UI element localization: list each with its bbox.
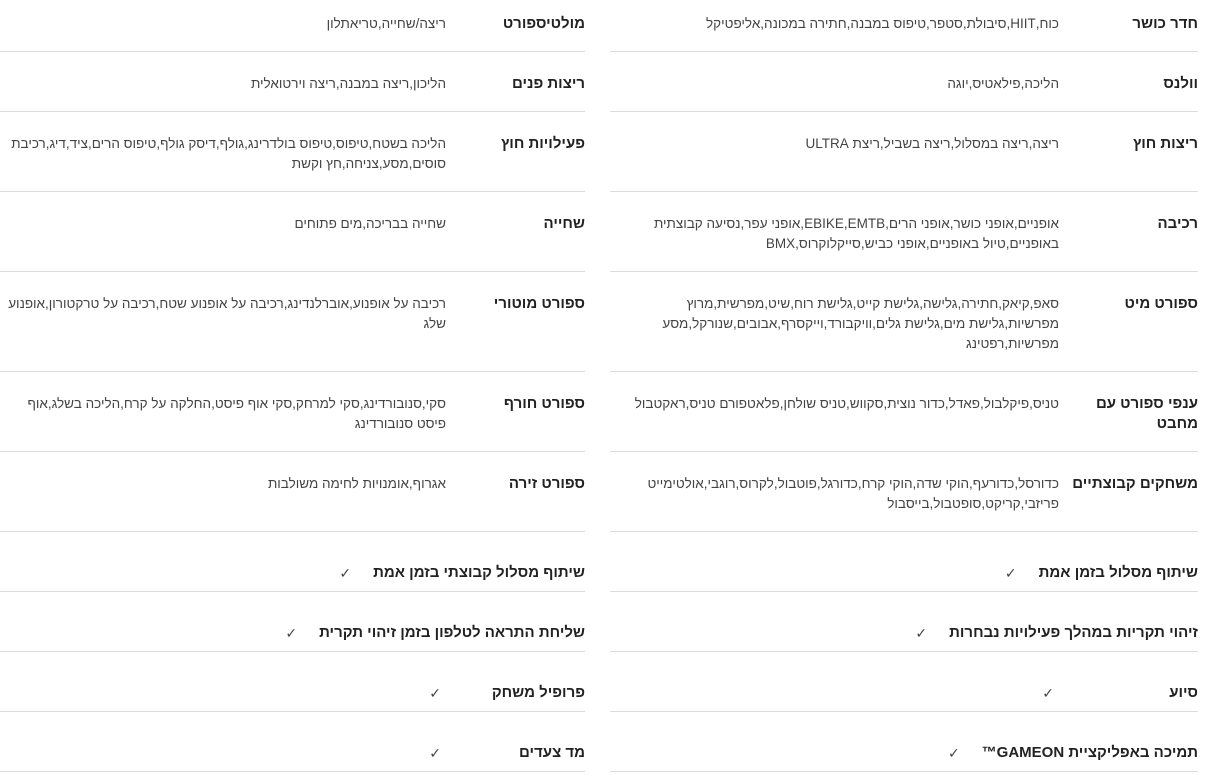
column-gap	[585, 112, 610, 192]
spec-value: ריצה,ריצה במסלול,ריצה בשביל,ריצת ULTRA	[805, 136, 1059, 151]
spec-label: משחקים קבוצתיים	[1072, 475, 1198, 492]
spec-label: ענפי ספורט עם מחבט	[1095, 395, 1198, 432]
spec-row-left: שליחת התראה לטלפון בזמן זיהוי תקרית ✓	[0, 592, 585, 652]
column-gap	[585, 452, 610, 532]
spec-label: פרופיל משחק	[491, 683, 585, 701]
spec-row-left: פרופיל משחק ✓	[0, 652, 585, 712]
spec-label: סיוע	[1169, 683, 1198, 701]
spec-label: רכיבה	[1157, 215, 1198, 232]
spec-value: סאפ,קיאק,חתירה,גלישה,גלישת קייט,גלישת רו…	[662, 296, 1059, 351]
column-gap	[585, 52, 610, 112]
spec-value: ריצה/שחייה,טריאתלון	[326, 16, 446, 31]
spec-value: רכיבה על אופנוע,אוברלנדינג,רכיבה על אופנ…	[8, 296, 446, 331]
spec-label: וולנס	[1163, 75, 1198, 92]
checkmark-icon: ✓	[915, 624, 928, 641]
checkmark-icon: ✓	[429, 744, 441, 761]
spec-row-right: חדר כושר כוח,HIIT,סיבולת,סטפר,טיפוס במבנה…	[610, 0, 1198, 52]
spec-value: כדורסל,כדורעף,הוקי שדה,הוקי קרח,כדורגל,פ…	[647, 476, 1059, 511]
spec-label: שיתוף מסלול בזמן אמת	[1038, 563, 1198, 581]
spec-row-right: משחקים קבוצתיים כדורסל,כדורעף,הוקי שדה,הו…	[610, 452, 1198, 532]
spec-row-right: שיתוף מסלול בזמן אמת ✓	[610, 532, 1198, 592]
spec-row-right: ספורט מיט סאפ,קיאק,חתירה,גלישה,גלישת קייט…	[610, 272, 1198, 372]
spec-value: הליכה,פילאטיס,יוגה	[947, 76, 1059, 91]
spec-label: שחייה	[543, 215, 585, 232]
spec-row-right: תמיכה באפליקציית GAMEON™ ✓	[610, 712, 1198, 772]
spec-value: אופניים,אופני כושר,אופני הרים,EBIKE,EMTB…	[653, 216, 1059, 251]
spacer	[1198, 452, 1221, 532]
spec-label: מולטיספורט	[502, 15, 585, 32]
spec-row-right: סיוע ✓	[610, 652, 1198, 712]
spec-row-left: מד צעדים ✓	[0, 712, 585, 772]
spec-label: ספורט מוטורי	[493, 295, 585, 312]
spec-row-right: ענפי ספורט עם מחבט טניס,פיקלבול,פאדל,כדור…	[610, 372, 1198, 452]
checkmark-icon: ✓	[947, 744, 960, 761]
column-gap	[585, 592, 610, 652]
spec-value: הליכון,ריצה במבנה,ריצה וירטואלית	[250, 76, 446, 91]
spec-value: אגרוף,אומנויות לחימה משולבות	[267, 476, 446, 491]
spacer	[1198, 192, 1221, 272]
spacer	[1198, 372, 1221, 452]
spec-row-left: ריצות פנים הליכון,ריצה במבנה,ריצה וירטואל…	[0, 52, 585, 112]
spacer	[1198, 652, 1221, 712]
spacer	[1198, 0, 1221, 52]
spec-label: ריצות פנים	[511, 75, 585, 92]
spec-label: ספורט מיט	[1124, 295, 1199, 312]
column-gap	[585, 712, 610, 772]
spec-value: טניס,פיקלבול,פאדל,כדור נוצית,סקווש,טניס …	[634, 396, 1059, 411]
spacer	[1198, 272, 1221, 372]
checkmark-icon: ✓	[1004, 564, 1017, 581]
spec-row-right: ריצות חוץ ריצה,ריצה במסלול,ריצה בשביל,ריצ…	[610, 112, 1198, 192]
checkmark-icon: ✓	[429, 684, 441, 701]
spec-value: הליכה בשטח,טיפוס,טיפוס בולדרינג,גולף,דיס…	[11, 136, 446, 171]
spec-label: זיהוי תקריות במהלך פעילויות נבחרות	[949, 623, 1198, 641]
spec-row-left: ספורט חורף סקי,סנובורדינג,סקי למרחק,סקי א…	[0, 372, 585, 452]
spec-row-left: פעילויות חוץ הליכה בשטח,טיפוס,טיפוס בולדר…	[0, 112, 585, 192]
column-gap	[585, 192, 610, 272]
checkmark-icon: ✓	[339, 564, 352, 581]
spec-value: סקי,סנובורדינג,סקי למרחק,סקי אוף פיסט,הח…	[27, 396, 446, 431]
spacer	[1198, 112, 1221, 192]
spacer	[1198, 532, 1221, 592]
spec-label: חדר כושר	[1132, 15, 1198, 32]
spec-value: שחייה בבריכה,מים פתוחים	[294, 216, 446, 231]
spec-label: שליחת התראה לטלפון בזמן זיהוי תקרית	[319, 623, 585, 641]
spec-row-right: זיהוי תקריות במהלך פעילויות נבחרות ✓	[610, 592, 1198, 652]
spec-label: מד צעדים	[519, 743, 585, 761]
checkmark-icon: ✓	[285, 624, 298, 641]
spec-value: כוח,HIIT,סיבולת,סטפר,טיפוס במבנה,חתירה ב…	[706, 16, 1059, 31]
column-gap	[585, 652, 610, 712]
spec-row-left: ספורט זירה אגרוף,אומנויות לחימה משולבות	[0, 452, 585, 532]
spacer	[1198, 592, 1221, 652]
column-gap	[585, 532, 610, 592]
spec-row-left: מולטיספורט ריצה/שחייה,טריאתלון	[0, 0, 585, 52]
spec-row-left: שחייה שחייה בבריכה,מים פתוחים	[0, 192, 585, 272]
spacer	[1198, 52, 1221, 112]
spec-row-right: רכיבה אופניים,אופני כושר,אופני הרים,EBIKE…	[610, 192, 1198, 272]
column-gap	[585, 372, 610, 452]
column-gap	[585, 0, 610, 52]
checkmark-icon: ✓	[1042, 684, 1054, 701]
column-gap	[585, 272, 610, 372]
spec-label: שיתוף מסלול קבוצתי בזמן אמת	[373, 563, 585, 581]
spec-label: ריצות חוץ	[1132, 135, 1198, 152]
spec-label: ספורט חורף	[503, 395, 585, 412]
spec-row-left: ספורט מוטורי רכיבה על אופנוע,אוברלנדינג,ר…	[0, 272, 585, 372]
spacer	[1198, 712, 1221, 772]
spec-row-left: שיתוף מסלול קבוצתי בזמן אמת ✓	[0, 532, 585, 592]
spec-label: פעילויות חוץ	[501, 135, 585, 152]
spec-label: תמיכה באפליקציית GAMEON™	[981, 743, 1198, 761]
spec-row-right: וולנס הליכה,פילאטיס,יוגה	[610, 52, 1198, 112]
spec-label: ספורט זירה	[508, 475, 585, 492]
